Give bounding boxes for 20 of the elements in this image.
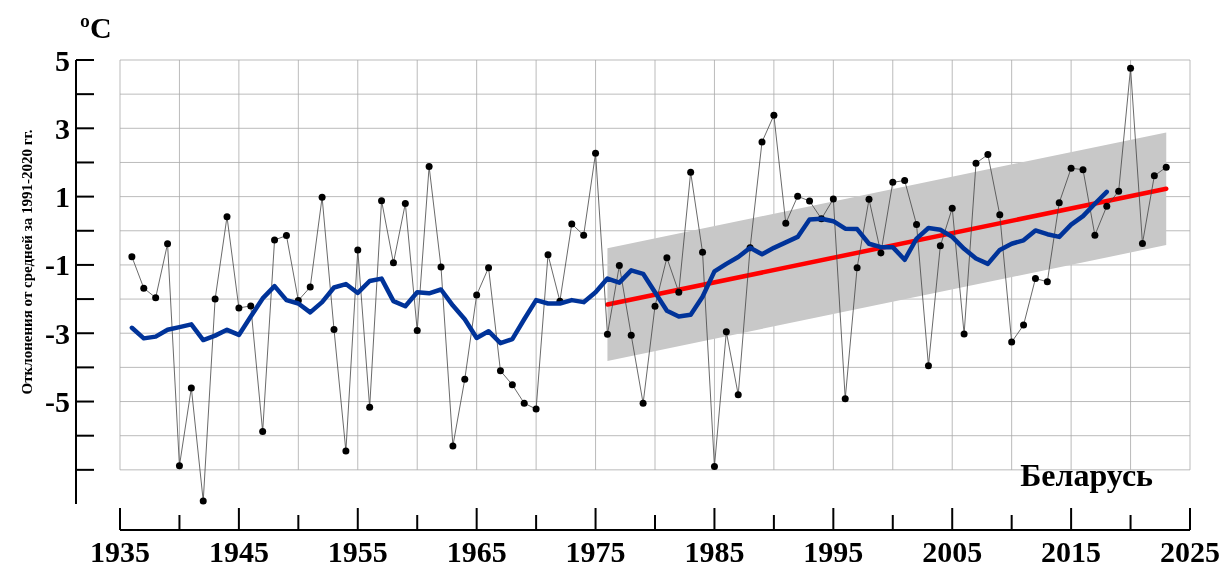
annotation: Беларусь	[1020, 457, 1154, 493]
x-tick-label: 1945	[208, 535, 269, 568]
y-tick-label: -1	[45, 248, 70, 282]
y-tick-label: -5	[45, 385, 70, 419]
x-tick-label: 1995	[803, 535, 864, 568]
y-axis-title: Отклонения от средней за 1991-2020 гг.	[19, 129, 35, 395]
x-tick-label: 2025	[1160, 535, 1219, 568]
x-tick-label: 1935	[90, 535, 150, 568]
y-tick-label: 5	[55, 43, 70, 77]
line-series	[129, 189, 1110, 346]
x-tick-label: 1955	[327, 535, 388, 568]
x-tick-label: 2005	[922, 535, 983, 568]
y-tick-label: 3	[55, 111, 70, 145]
x-tick-label: 1985	[684, 535, 745, 568]
x-tick-label: 1965	[446, 535, 507, 568]
x-tick-label: 1975	[565, 535, 626, 568]
y-tick-label: -3	[45, 316, 70, 350]
y-tick-label: 1	[55, 180, 70, 214]
text: ºC	[80, 11, 112, 44]
x-tick-label: 2015	[1041, 535, 1102, 568]
